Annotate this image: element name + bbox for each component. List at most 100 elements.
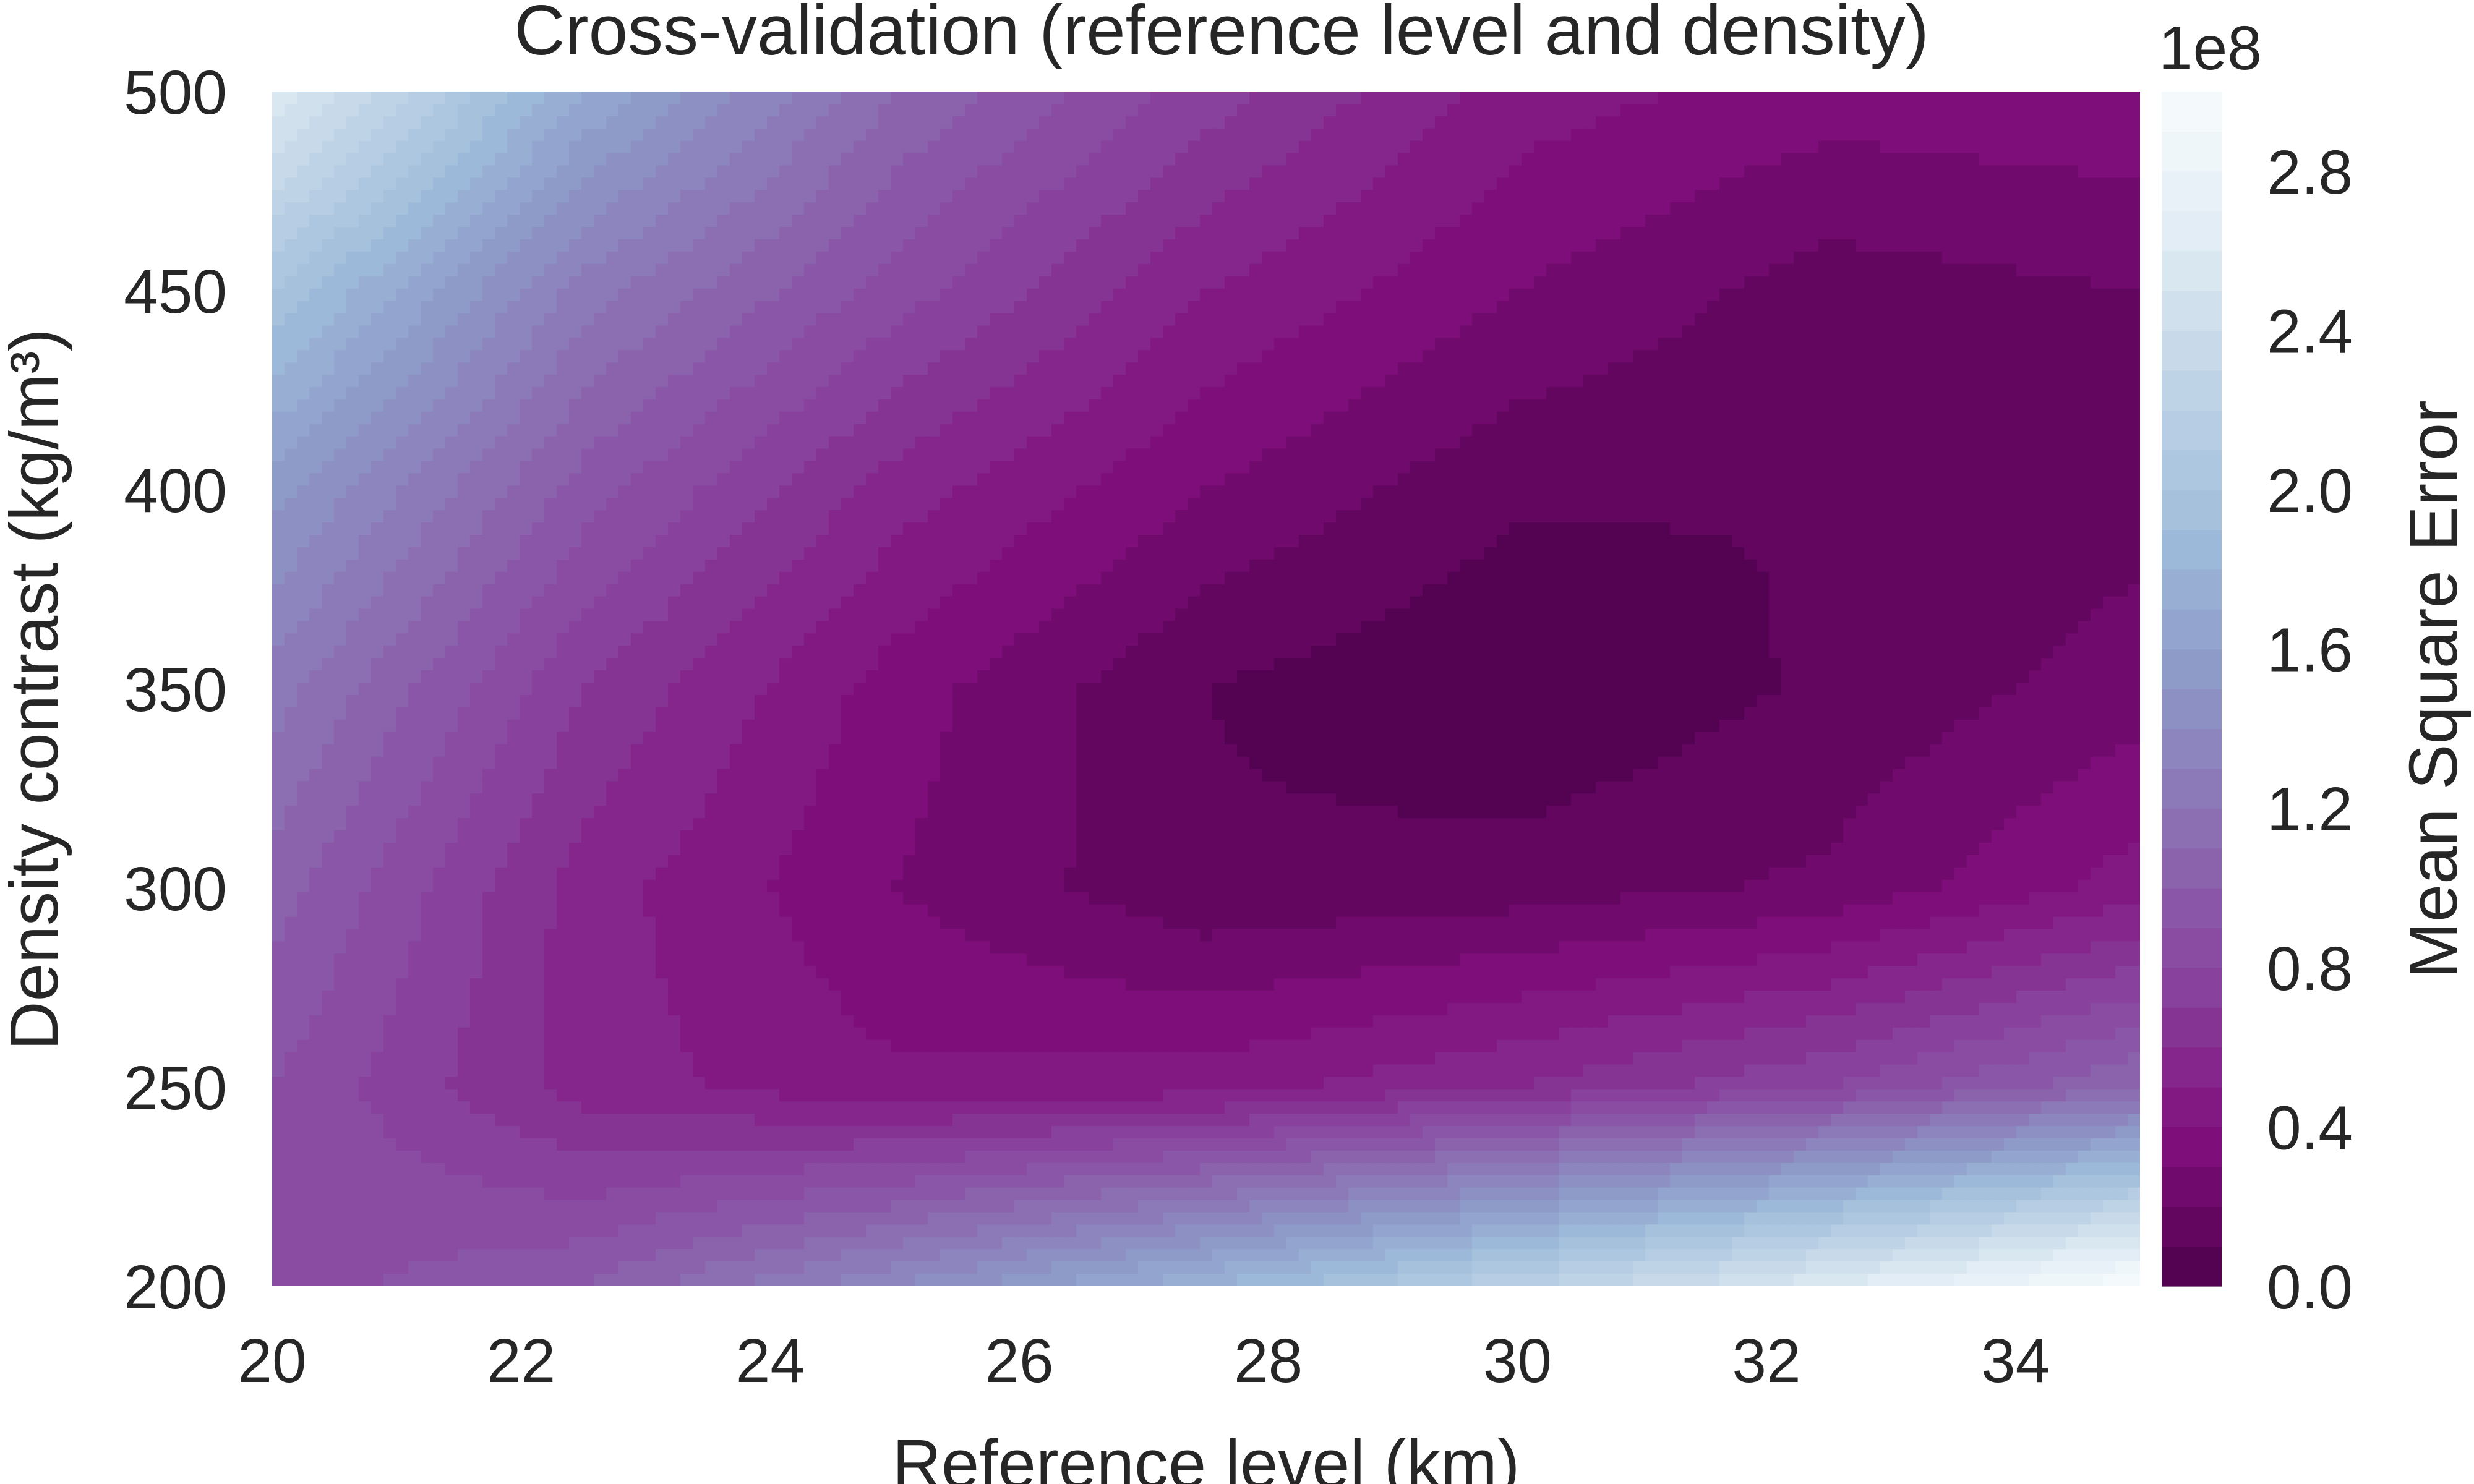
contour-cell [495,263,508,277]
contour-cell [383,202,396,215]
contour-cell [1002,165,1015,179]
contour-cell [1188,461,1201,474]
contour-cell [1757,325,1770,338]
contour-cell [1398,411,1411,425]
contour-cell [977,325,990,338]
contour-cell [1658,375,1671,388]
contour-cell [1633,116,1646,129]
contour-cell [520,350,533,363]
contour-cell [1051,387,1064,400]
contour-cell [1979,424,1992,437]
contour-cell [1633,350,1646,363]
contour-cell [1336,276,1349,289]
contour-cell [1385,165,1398,179]
contour-cell [359,116,372,129]
contour-cell [1311,338,1324,351]
contour-cell [1534,103,1547,117]
contour-cell [482,485,495,498]
contour-cell [1781,436,1794,450]
contour-cell [594,276,607,289]
contour-cell [334,190,347,203]
contour-cell [1868,263,1881,277]
contour-cell [1831,338,1844,351]
contour-cell [656,215,669,228]
contour-cell [2115,140,2128,154]
contour-cell [1608,177,1621,190]
contour-cell [2041,263,2054,277]
contour-cell [1460,399,1473,412]
contour-cell [903,153,916,166]
contour-cell [421,362,434,375]
contour-cell [1769,215,1782,228]
contour-cell [1150,411,1163,425]
contour-cell [1682,461,1695,474]
contour-cell [816,276,829,289]
contour-cell [507,436,520,450]
contour-cell [965,313,978,326]
contour-cell [1460,461,1473,474]
contour-cell [730,362,743,375]
contour-cell [297,190,310,203]
contour-cell [1113,485,1126,498]
contour-cell [309,424,322,437]
contour-cell [297,140,310,154]
contour-cell [1893,165,1906,179]
contour-cell [2004,461,2017,474]
contour-cell [1435,140,1448,154]
contour-cell [829,202,842,215]
contour-cell [1126,387,1139,400]
contour-cell [1274,313,1287,326]
contour-cell [1472,338,1485,351]
contour-cell [1435,165,1448,179]
contour-cell [1620,263,1633,277]
contour-cell [779,473,792,486]
contour-cell [1967,153,1980,166]
contour-cell [594,375,607,388]
contour-cell [1571,485,1584,498]
contour-cell [1089,301,1102,314]
contour-cell [618,301,631,314]
contour-cell [383,92,396,104]
contour-cell [1843,92,1856,104]
contour-cell [1460,411,1473,425]
contour-cell [1633,424,1646,437]
contour-cell [495,448,508,462]
contour-cell [433,424,446,437]
contour-cell [544,325,557,338]
contour-cell [1262,153,1275,166]
contour-cell [1794,103,1807,117]
contour-cell [1076,177,1089,190]
contour-cell [1076,128,1089,142]
contour-cell [495,485,508,498]
contour-cell [866,313,879,326]
contour-cell [1286,251,1299,265]
contour-cell [977,436,990,450]
contour-cell [1596,140,1609,154]
contour-cell [1447,116,1460,129]
contour-cell [1633,485,1646,498]
contour-cell [1076,92,1089,104]
contour-cell [1188,338,1201,351]
contour-cell [594,251,607,265]
contour-cell [1299,375,1312,388]
contour-cell [1522,92,1534,104]
contour-cell [1979,239,1992,252]
contour-cell [841,263,854,277]
contour-cell [928,128,941,142]
contour-cell [1484,325,1497,338]
contour-cell [1447,140,1460,154]
contour-cell [1818,338,1831,351]
contour-cell [2029,140,2042,154]
contour-cell [1732,276,1745,289]
contour-cell [1744,387,1757,400]
contour-cell [1596,227,1609,240]
contour-cell [1596,251,1609,265]
contour-cell [594,128,607,142]
contour-cell [1200,215,1213,228]
contour-cell [2091,325,2104,338]
contour-cell [903,448,916,462]
contour-cell [730,288,743,302]
contour-cell [755,288,768,302]
contour-cell [1361,276,1374,289]
contour-cell [1979,387,1992,400]
